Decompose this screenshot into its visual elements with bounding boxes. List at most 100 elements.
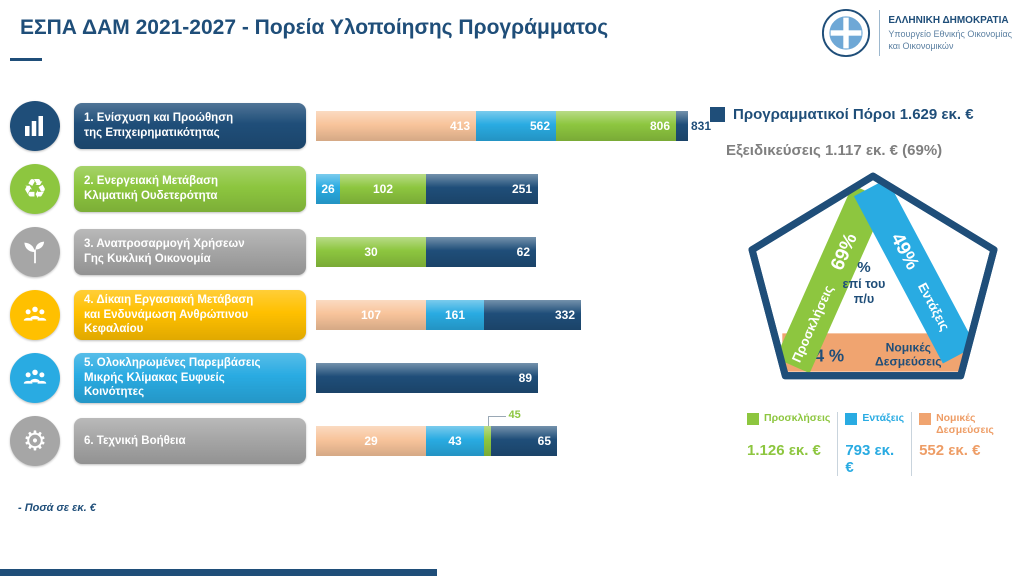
logo-divider (879, 10, 881, 56)
bar-value-callout: 45 (508, 409, 521, 421)
legend-value-integrations: 793 εκ. € (845, 442, 895, 476)
priority-label-line: και Ενδυνάμωση Ανθρώπινου (84, 308, 249, 321)
bar-segment-peach: 413 (316, 111, 476, 141)
bar-value: 102 (372, 182, 394, 196)
legend-label-legal-commitments: Νομικές Δεσμεύσεις (936, 412, 994, 437)
gear-icon: ⚙ (10, 416, 60, 466)
program-resources-label: Προγραμματικοί Πόροι 1.629 εκ. € (733, 106, 974, 123)
bar-value: 30 (364, 245, 378, 259)
priority-label-line: 4. Δίκαιη Εργασιακή Μετάβαση (84, 293, 254, 306)
priority-label-line: Μικρής Κλίμακας Ευφυείς (84, 371, 225, 384)
bar-segment-navy: 62 (426, 237, 536, 267)
bar-value: 806 (649, 119, 670, 133)
priority-label-line: 5. Ολοκληρωμένες Παρεμβάσεις (84, 356, 261, 369)
stacked-bar: 30 62 (316, 237, 536, 267)
legend-value-invitations: 1.126 εκ. € (747, 442, 821, 459)
stacked-bar: 107 161 332 (316, 300, 581, 330)
bar-segment-peach: 107 (316, 300, 426, 330)
priority-bars-chart: 1. Ενίσχυση και Προώθηση της Επιχειρηματι… (10, 98, 720, 476)
bar-value: 65 (537, 434, 551, 448)
bar-segment-navy: 65 (491, 426, 557, 456)
series-legend: Προσκλήσεις 1.126 εκ. € Εντάξεις 793 εκ.… (740, 412, 1016, 476)
priority-label-line: της Επιχειρηματικότητας (84, 127, 220, 139)
bar-segment-cyan: 43 (426, 426, 484, 456)
priority-row: ⚙ 6. Τεχνική Βοήθεια 29 43 65 45 (10, 409, 720, 469)
bar-value: 161 (444, 308, 466, 322)
stacked-bar: 413 562 806 831 (316, 111, 711, 141)
logo-line1: ΕΛΛΗΝΙΚΗ ΔΗΜΟΚΡΑΤΙΑ (888, 15, 1009, 27)
bar-value: 332 (554, 308, 575, 322)
bar-segment-peach: 29 (316, 426, 426, 456)
priority-label: 4. Δίκαιη Εργασιακή Μετάβαση και Ενδυνάμω… (74, 290, 306, 341)
priority-label-line: 2. Ενεργειακή Μετάβαση (84, 175, 219, 188)
cyan-legend-square (845, 413, 858, 425)
logo-line2: Υπουργείο Εθνικής Οικονομίας (888, 28, 1012, 39)
program-resources-legend: Προγραμματικοί Πόροι 1.629 εκ. € (710, 106, 974, 123)
green-legend-square (747, 413, 759, 425)
government-logo: ΕΛΛΗΝΙΚΗ ΔΗΜΟΚΡΑΤΙΑ Υπουργείο Εθνικής Οι… (821, 8, 1012, 58)
plant-icon (10, 227, 60, 277)
legend-label-invitations: Προσκλήσεις (764, 412, 831, 424)
priority-label-line: 3. Αναπροσαρμογή Χρήσεων (84, 238, 245, 251)
bar-segment-green: 102 (340, 174, 426, 204)
priority-row: 5. Ολοκληρωμένες Παρεμβάσεις Μικρής Κλίμα… (10, 350, 720, 406)
priority-row: ♻ 2. Ενεργειακή Μετάβαση Κλιματική Ουδετερ… (10, 161, 720, 217)
bar-value: 251 (511, 182, 532, 196)
bar-segment-cyan: 161 (426, 300, 484, 330)
bar-segment-green: 30 (316, 237, 426, 267)
center-line-1: % (857, 259, 871, 276)
priority-row: 4. Δίκαιη Εργασιακή Μετάβαση και Ενδυνάμω… (10, 287, 720, 343)
callout-line (487, 416, 489, 426)
people-icon (10, 353, 60, 403)
navy-legend-square (710, 107, 725, 122)
priority-label: 2. Ενεργειακή Μετάβαση Κλιματική Ουδετερό… (74, 166, 306, 212)
bar-segment-navy: 332 (484, 300, 581, 330)
priority-label-line: Γης Κυκλική Οικονομία (84, 253, 211, 265)
bar-value-outside: 831 (691, 119, 712, 133)
priority-label: 5. Ολοκληρωμένες Παρεμβάσεις Μικρής Κλίμα… (74, 353, 306, 404)
bar-segment-cyan: 26 (316, 174, 340, 204)
footnote: - Ποσά σε εκ. € (18, 502, 96, 514)
bar-value: 413 (449, 119, 470, 133)
center-line-3: π/υ (854, 292, 874, 306)
priority-row: 3. Αναπροσαρμογή Χρήσεων Γης Κυκλική Οικο… (10, 224, 720, 280)
legend-col-integrations: Εντάξεις 793 εκ. € (837, 412, 911, 476)
bar-segment-green: 806 (556, 111, 676, 141)
bar-segment-navy: 89 (316, 363, 538, 393)
bar-value: 89 (518, 371, 532, 385)
bar-value: 107 (360, 308, 382, 322)
bar-segment-green (484, 426, 491, 456)
center-line-2: επί του (843, 277, 886, 291)
stacked-bar: 26 102 251 (316, 174, 538, 204)
bottom-accent-bar (0, 569, 437, 576)
recycle-icon: ♻ (10, 164, 60, 214)
logo-line3: και Οικονομικών (888, 40, 954, 51)
priority-label-line: Κεφαλαίου (84, 323, 144, 336)
page-title: ΕΣΠΑ ΔΑΜ 2021-2027 - Πορεία Υλοποίησης Π… (20, 16, 609, 39)
priority-label-line: 1. Ενίσχυση και Προώθηση (84, 112, 234, 125)
priority-label: 6. Τεχνική Βοήθεια (74, 418, 306, 464)
legend-col-legal-commitments: Νομικές Δεσμεύσεις 552 εκ. € (911, 412, 1016, 476)
priority-label-line: Κοινότητες (84, 386, 145, 399)
peach-legend-square (919, 413, 932, 425)
people-icon (10, 290, 60, 340)
specifications-label: Εξειδικεύσεις 1.117 εκ. € (69%) (726, 142, 943, 159)
priority-label: 1. Ενίσχυση και Προώθηση της Επιχειρηματι… (74, 103, 306, 149)
legend-label-integrations: Εντάξεις (862, 412, 905, 424)
peach-label-2: Δεσμεύσεις (875, 355, 941, 369)
legend-value-legal-commitments: 552 εκ. € (919, 442, 981, 460)
stacked-bar: 29 43 65 45 (316, 409, 557, 456)
bar-segment-navy (676, 111, 688, 141)
priority-label-line: Κλιματική Ουδετερότητα (84, 190, 218, 202)
logo-text: ΕΛΛΗΝΙΚΗ ΔΗΜΟΚΡΑΤΙΑ Υπουργείο Εθνικής Οι… (888, 14, 1012, 52)
bar-value: 62 (516, 245, 530, 259)
hellenic-republic-emblem-icon (822, 8, 871, 58)
legend-col-invitations: Προσκλήσεις 1.126 εκ. € (740, 412, 837, 476)
bar-value: 562 (529, 119, 550, 133)
title-underline (10, 58, 42, 61)
peach-label-1: Νομικές (886, 341, 931, 355)
priority-label-line: 6. Τεχνική Βοήθεια (84, 434, 186, 447)
bar-chart-icon (10, 101, 60, 151)
bar-segment-navy: 251 (426, 174, 538, 204)
